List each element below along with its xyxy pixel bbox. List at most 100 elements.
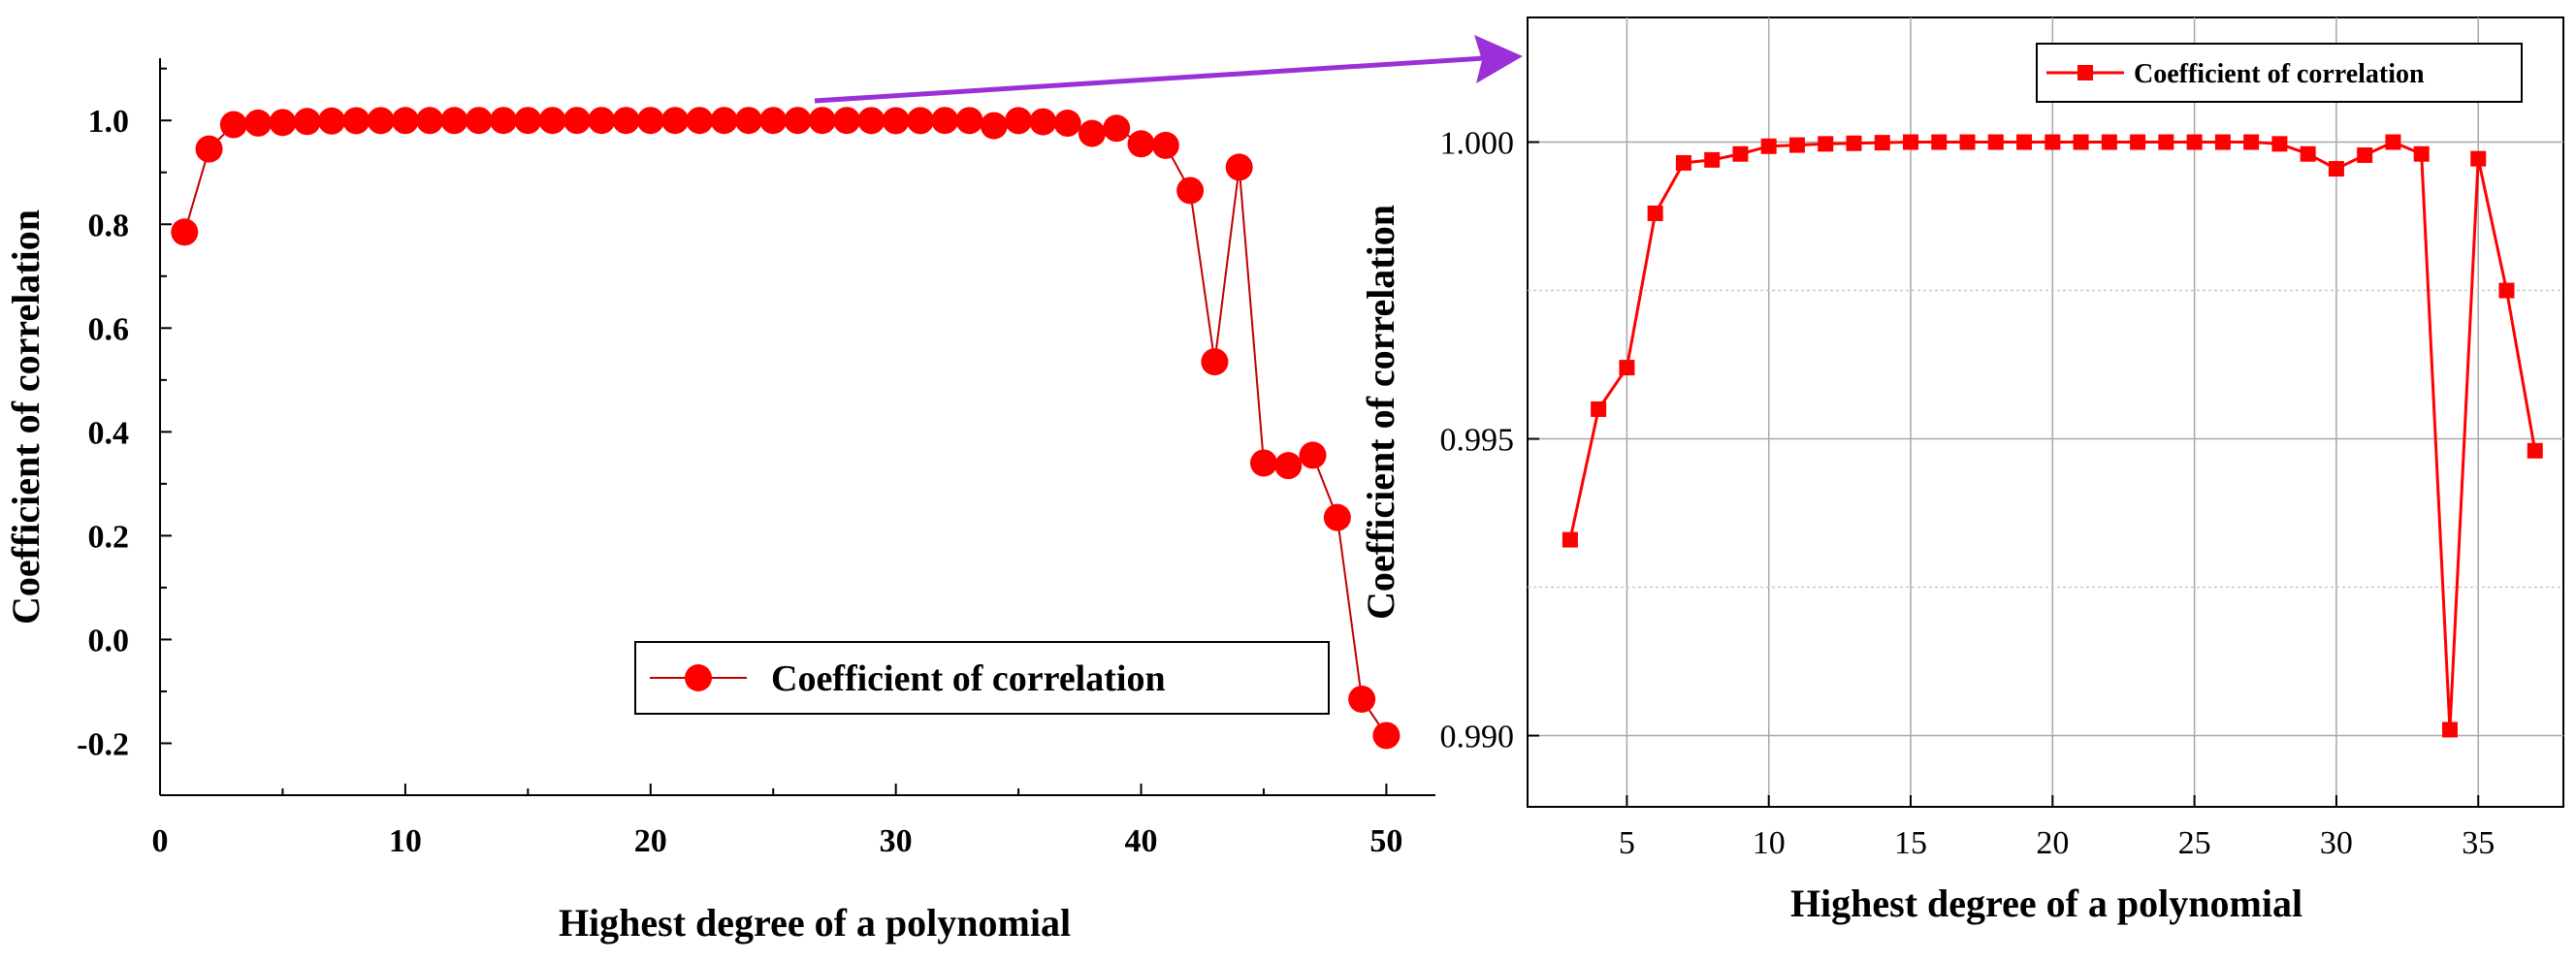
left-data-point <box>293 108 321 136</box>
left-legend-box <box>634 641 1330 715</box>
right-data-point <box>2470 150 2487 167</box>
left-y-tick-label: 0.2 <box>88 519 130 555</box>
left-data-point <box>833 107 861 135</box>
right-x-axis-label: Highest degree of a polynomial <box>1790 882 2302 925</box>
right-y-tick-label: 1.000 <box>1440 126 1515 162</box>
right-data-point <box>2527 442 2543 459</box>
right-data-point <box>2300 145 2316 162</box>
left-data-point <box>1225 153 1253 181</box>
right-data-point <box>2328 161 2344 177</box>
left-data-point <box>808 107 836 135</box>
left-data-point <box>440 107 468 135</box>
left-y-tick-label: 0.0 <box>88 623 130 658</box>
right-data-point <box>1987 134 2004 150</box>
left-data-point <box>1103 114 1131 143</box>
right-data-point <box>1732 145 1749 162</box>
right-data-point <box>2016 134 2033 150</box>
right-data-point <box>2045 134 2061 150</box>
right-x-tick-label: 25 <box>2178 825 2211 861</box>
left-y-ticks: 1.0 0.8 0.6 0.4 0.2 0.0 -0.2 <box>77 67 172 762</box>
right-x-tick-label: 10 <box>1753 825 1786 861</box>
right-data-point <box>1760 138 1777 154</box>
left-data-point <box>1078 119 1106 147</box>
left-data-point <box>686 107 714 135</box>
zoom-arrow-head <box>1474 35 1523 83</box>
left-y-tick-label: 0.6 <box>88 311 130 347</box>
left-data-point <box>710 107 738 135</box>
left-data-point <box>588 107 616 135</box>
right-x-ticks: 5 10 15 20 25 30 35 <box>1619 795 2495 861</box>
right-data-point <box>2073 134 2089 150</box>
left-data-point <box>1176 176 1205 205</box>
left-data-point <box>882 107 910 135</box>
right-data-point <box>2101 134 2117 150</box>
left-data-point <box>244 109 273 137</box>
left-data-point <box>342 107 370 135</box>
zoom-arrow <box>814 35 1523 104</box>
left-y-axis-label: Coefficient of correlation <box>4 209 48 625</box>
left-y-tick-label: 0.8 <box>88 208 130 243</box>
left-x-tick-label: 50 <box>1369 823 1402 859</box>
left-y-tick-label: 1.0 <box>88 104 130 140</box>
right-data-point <box>1704 151 1721 168</box>
left-legend-label: Coefficient of correlation <box>771 658 1166 699</box>
left-data-point <box>1348 685 1376 713</box>
left-x-tick-label: 40 <box>1125 823 1158 859</box>
right-data-point <box>1562 531 1578 548</box>
left-data-point <box>269 109 297 137</box>
left-data-point <box>465 107 493 135</box>
right-y-tick-label: 0.990 <box>1440 720 1515 755</box>
right-y-axis-label: Coefficient of correlation <box>1359 205 1402 620</box>
zoom-arrow-line <box>814 55 1485 104</box>
right-x-tick-label: 5 <box>1619 825 1635 861</box>
left-data-point <box>219 111 247 139</box>
left-data-point <box>195 135 223 163</box>
right-data-point <box>2271 136 2288 152</box>
right-data-point <box>1818 136 1834 152</box>
left-data-point <box>1053 110 1081 138</box>
left-data-point <box>1127 130 1155 158</box>
left-data-point <box>734 107 762 135</box>
right-data-point <box>1675 154 1691 171</box>
left-data-point <box>1249 449 1277 477</box>
right-chart: 5 10 15 20 25 30 35 1.000 0.995 0.990 Highest de… <box>1359 16 2564 925</box>
left-data-point <box>636 107 664 135</box>
right-series <box>1562 134 2543 738</box>
left-data-point <box>563 107 591 135</box>
left-data-point <box>1299 441 1327 469</box>
right-x-tick-label: 15 <box>1894 825 1927 861</box>
right-data-point <box>1874 135 1890 151</box>
left-data-point <box>1274 452 1303 480</box>
left-data-point <box>784 107 812 135</box>
left-data-point <box>391 107 419 135</box>
left-data-point <box>1005 107 1033 135</box>
right-x-tick-label: 20 <box>2036 825 2069 861</box>
right-data-point <box>2441 722 2458 738</box>
left-data-point <box>318 107 346 135</box>
right-legend: Coefficient of correlation <box>2036 43 2523 103</box>
right-x-tick-label: 30 <box>2320 825 2353 861</box>
right-data-point <box>1931 134 1948 150</box>
right-data-point <box>2498 282 2515 299</box>
left-y-tick-label: 0.4 <box>88 415 130 451</box>
left-legend-marker <box>685 664 712 691</box>
left-data-point <box>1029 108 1057 136</box>
left-x-tick-label: 0 <box>152 823 169 859</box>
left-data-point <box>171 218 199 246</box>
right-data-point <box>1846 135 1862 151</box>
left-data-point <box>538 107 566 135</box>
left-x-ticks: 0 10 20 30 40 50 <box>152 784 1402 859</box>
right-data-point <box>1647 205 1663 221</box>
left-x-axis-label: Highest degree of a polynomial <box>559 901 1071 945</box>
right-data-point <box>2186 134 2203 150</box>
right-data-point <box>2158 134 2174 150</box>
right-data-point <box>1959 134 1976 150</box>
right-data-point <box>1619 360 1635 376</box>
right-data-point <box>1903 134 1919 150</box>
left-data-point <box>980 112 1008 140</box>
left-y-tick-label: -0.2 <box>77 726 129 762</box>
right-data-point <box>2385 134 2401 150</box>
left-data-point <box>416 107 444 135</box>
right-data-point <box>2413 145 2430 162</box>
